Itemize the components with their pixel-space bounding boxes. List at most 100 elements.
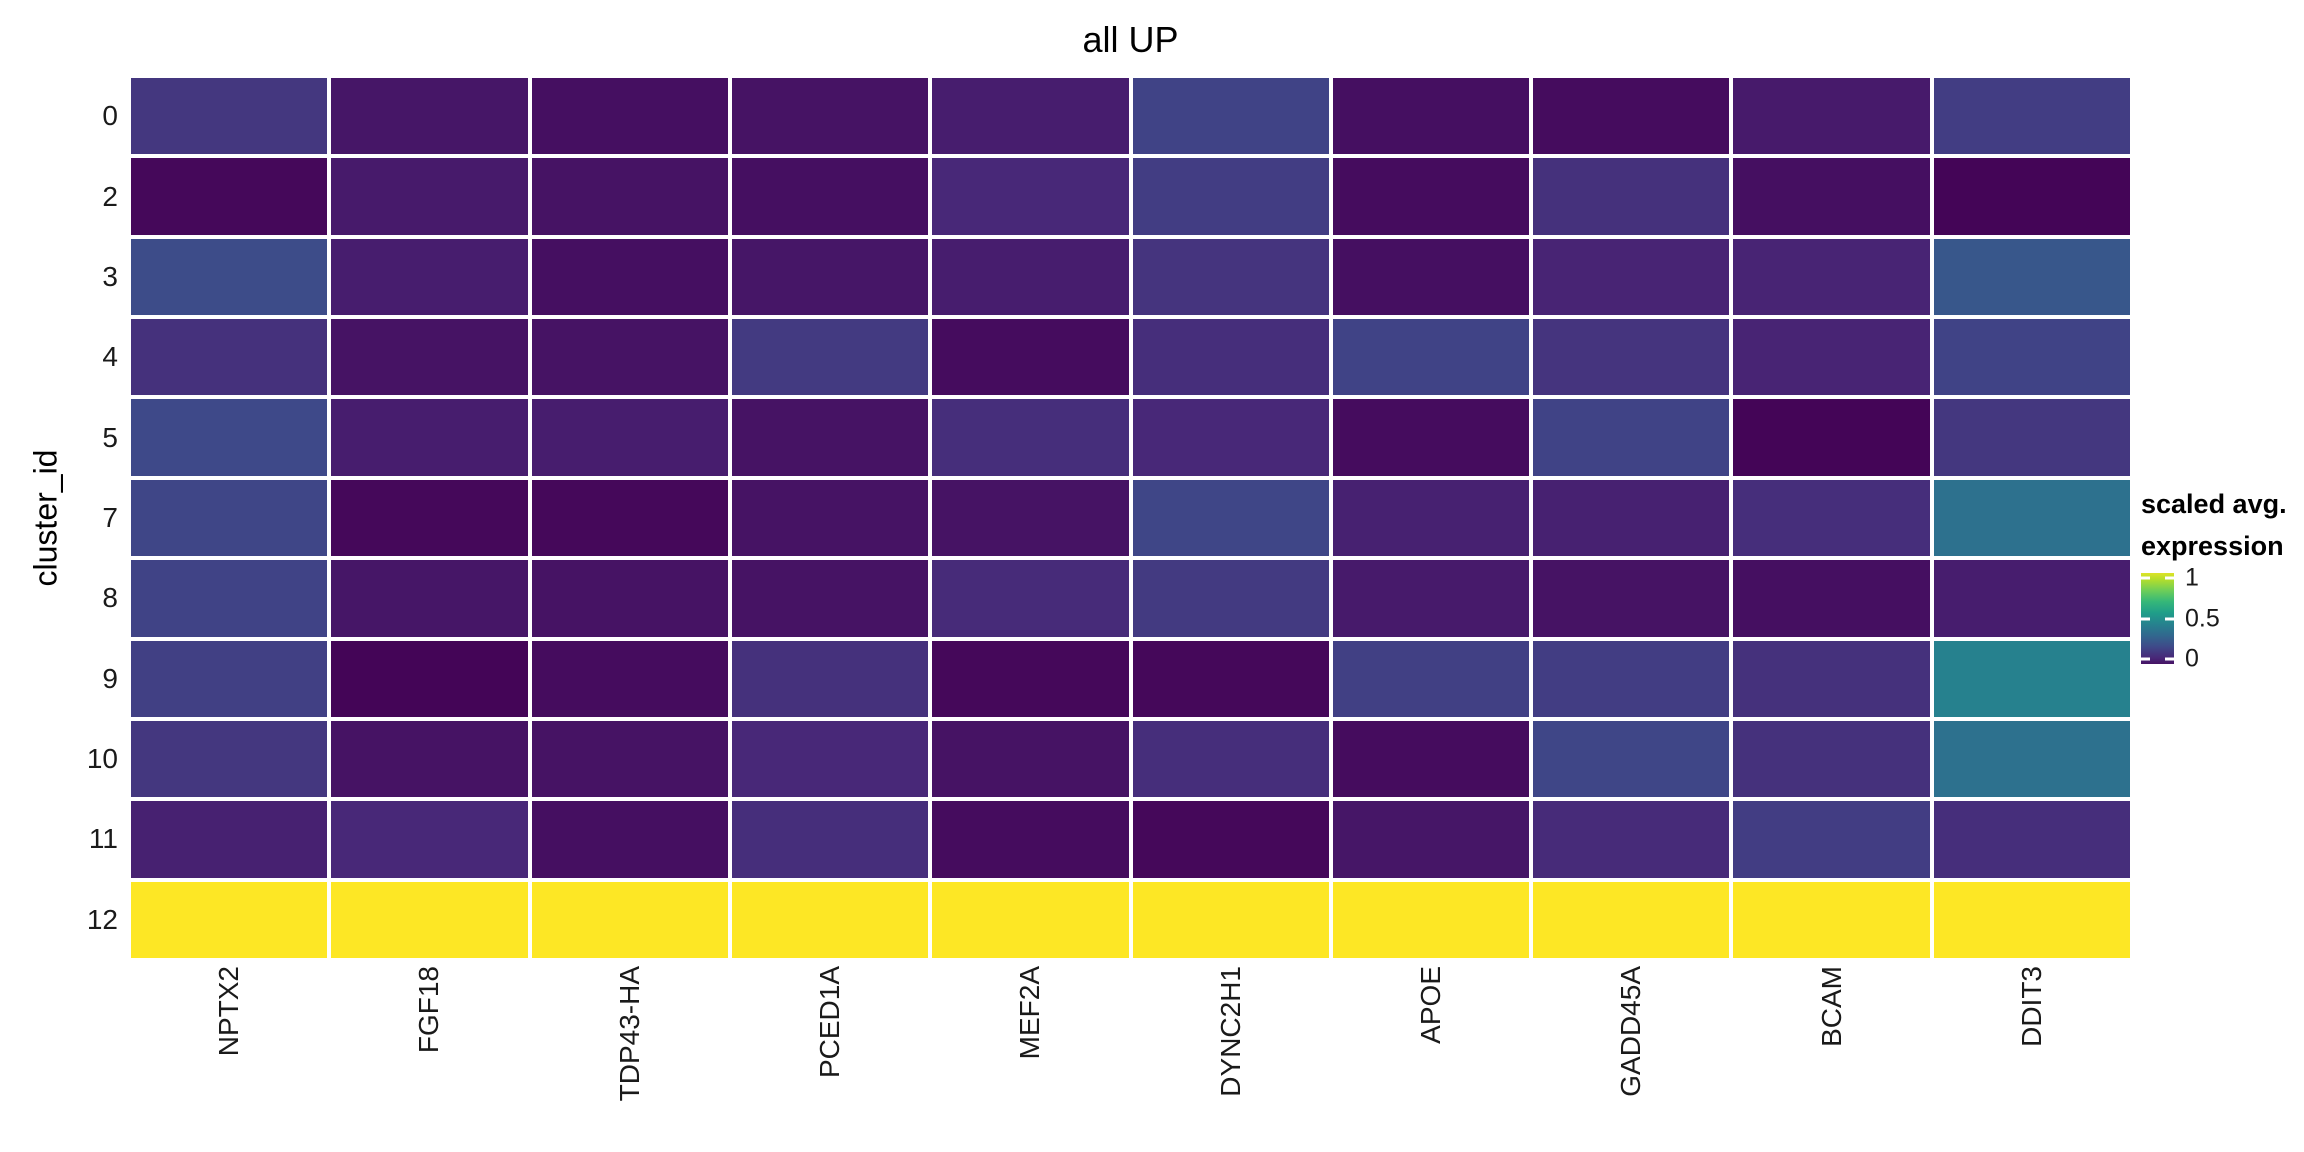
x-axis-tick-labels: NPTX2 FGF18 TDP43-HA PCED1A MEF2A DYNC2H1 APOE…: [131, 966, 2130, 1148]
y-tick-label: 9: [102, 662, 118, 694]
legend: scaled avg. expression 1 0.5 0: [2141, 483, 2303, 671]
legend-tick-dash: [2141, 617, 2150, 620]
heatmap-cell: [1132, 399, 1329, 476]
heatmap-cell: [1733, 479, 1930, 557]
x-tick-label-text: APOE: [1414, 966, 1446, 1044]
legend-title-line-1: scaled avg.: [2141, 489, 2287, 519]
heatmap-cell: [1933, 801, 2130, 878]
x-tick-label-text: DYNC2H1: [1214, 966, 1246, 1097]
heatmap-cell: [131, 801, 328, 878]
heatmap-cell: [131, 78, 328, 155]
heatmap-cell: [731, 560, 929, 637]
x-tick-label: GADD45A: [1533, 966, 1729, 1148]
heatmap-cell: [932, 319, 1129, 396]
heatmap-cell: [1533, 158, 1730, 235]
heatmap-cell: [1933, 399, 2130, 476]
legend-tick-dash: [2165, 576, 2174, 580]
heatmap-cell: [331, 640, 528, 717]
x-tick-label: APOE: [1333, 966, 1529, 1148]
plot-title: all UP: [1082, 19, 1179, 60]
heatmap-cell: [932, 640, 1129, 717]
heatmap-cell: [531, 158, 728, 235]
heatmap-cell: [1733, 158, 1930, 235]
heatmap-cell: [1733, 78, 1930, 155]
heatmap-grid: [131, 78, 2130, 958]
heatmap-cell: [1132, 319, 1329, 396]
x-tick-label: BCAM: [1733, 966, 1929, 1148]
heatmap-cell: [331, 720, 528, 798]
y-tick-label: 8: [102, 582, 118, 614]
heatmap-cell: [731, 801, 929, 878]
heatmap-cell: [1933, 319, 2130, 396]
legend-title-line-2: expression: [2141, 531, 2284, 561]
heatmap-cell: [531, 78, 728, 155]
heatmap-cell: [1933, 720, 2130, 798]
heatmap-cell: [731, 640, 929, 717]
heatmap-cell: [731, 319, 929, 396]
heatmap-cell: [531, 479, 728, 557]
heatmap-cell: [531, 560, 728, 637]
heatmap-cell: [1933, 560, 2130, 637]
heatmap-cell: [531, 881, 728, 958]
heatmap-cell: [1332, 479, 1530, 557]
heatmap-cell: [1533, 238, 1730, 316]
heatmap-cell: [1332, 238, 1530, 316]
y-tick-label: 7: [102, 501, 118, 533]
heatmap-cell: [1332, 640, 1530, 717]
y-tick-label: 12: [86, 903, 118, 935]
heatmap-cell: [1733, 881, 1930, 958]
heatmap-cell: [331, 78, 528, 155]
heatmap-cell: [932, 238, 1129, 316]
heatmap-cell: [731, 78, 929, 155]
heatmap-cell: [1933, 78, 2130, 155]
heatmap-cell: [331, 479, 528, 557]
heatmap-cell: [531, 640, 728, 717]
heatmap-cell: [1733, 319, 1930, 396]
heatmap-cell: [1533, 479, 1730, 557]
heatmap-cell: [731, 399, 929, 476]
x-tick-label-text: MEF2A: [1014, 966, 1046, 1060]
y-tick-label: 4: [102, 341, 118, 373]
heatmap-cell: [1332, 399, 1530, 476]
heatmap-cell: [731, 720, 929, 798]
heatmap-cell: [1533, 399, 1730, 476]
heatmap-cell: [1332, 319, 1530, 396]
heatmap-cell: [331, 399, 528, 476]
x-tick-label-text: FGF18: [413, 966, 445, 1054]
heatmap-cell: [331, 158, 528, 235]
heatmap-cell: [1533, 881, 1730, 958]
heatmap-cell: [331, 238, 528, 316]
legend-tick-dash: [2165, 657, 2174, 661]
heatmap-cell: [1132, 801, 1329, 878]
heatmap-cell: [1332, 801, 1530, 878]
x-tick-label-text: TDP43-HA: [613, 966, 645, 1102]
heatmap-cell: [131, 238, 328, 316]
heatmap-cell: [1533, 78, 1730, 155]
y-tick-label: 3: [102, 260, 118, 292]
heatmap-cell: [1332, 560, 1530, 637]
heatmap-cell: [932, 720, 1129, 798]
heatmap-cell: [131, 479, 328, 557]
heatmap-cell: [932, 479, 1129, 557]
heatmap-cell: [331, 560, 528, 637]
heatmap-cell: [131, 399, 328, 476]
heatmap-cell: [1132, 560, 1329, 637]
heatmap-cell: [1533, 720, 1730, 798]
legend-tick-dash: [2165, 617, 2174, 620]
legend-tick-label: 1: [2185, 563, 2199, 592]
heatmap-cell: [1332, 78, 1530, 155]
heatmap-cell: [1733, 801, 1930, 878]
heatmap-cell: [331, 319, 528, 396]
legend-tick-label: 0: [2185, 644, 2199, 673]
heatmap-cell: [531, 319, 728, 396]
y-axis-tick-labels: 0 2 3 4 5 7 8 9 10 11 12: [0, 78, 118, 958]
heatmap-cell: [1933, 640, 2130, 717]
heatmap-cell: [932, 158, 1129, 235]
heatmap-cell: [1733, 399, 1930, 476]
heatmap-cell: [1533, 560, 1730, 637]
y-tick-label: 2: [102, 180, 118, 212]
heatmap-cell: [1132, 158, 1329, 235]
heatmap-cell: [1533, 319, 1730, 396]
heatmap-cell: [131, 881, 328, 958]
